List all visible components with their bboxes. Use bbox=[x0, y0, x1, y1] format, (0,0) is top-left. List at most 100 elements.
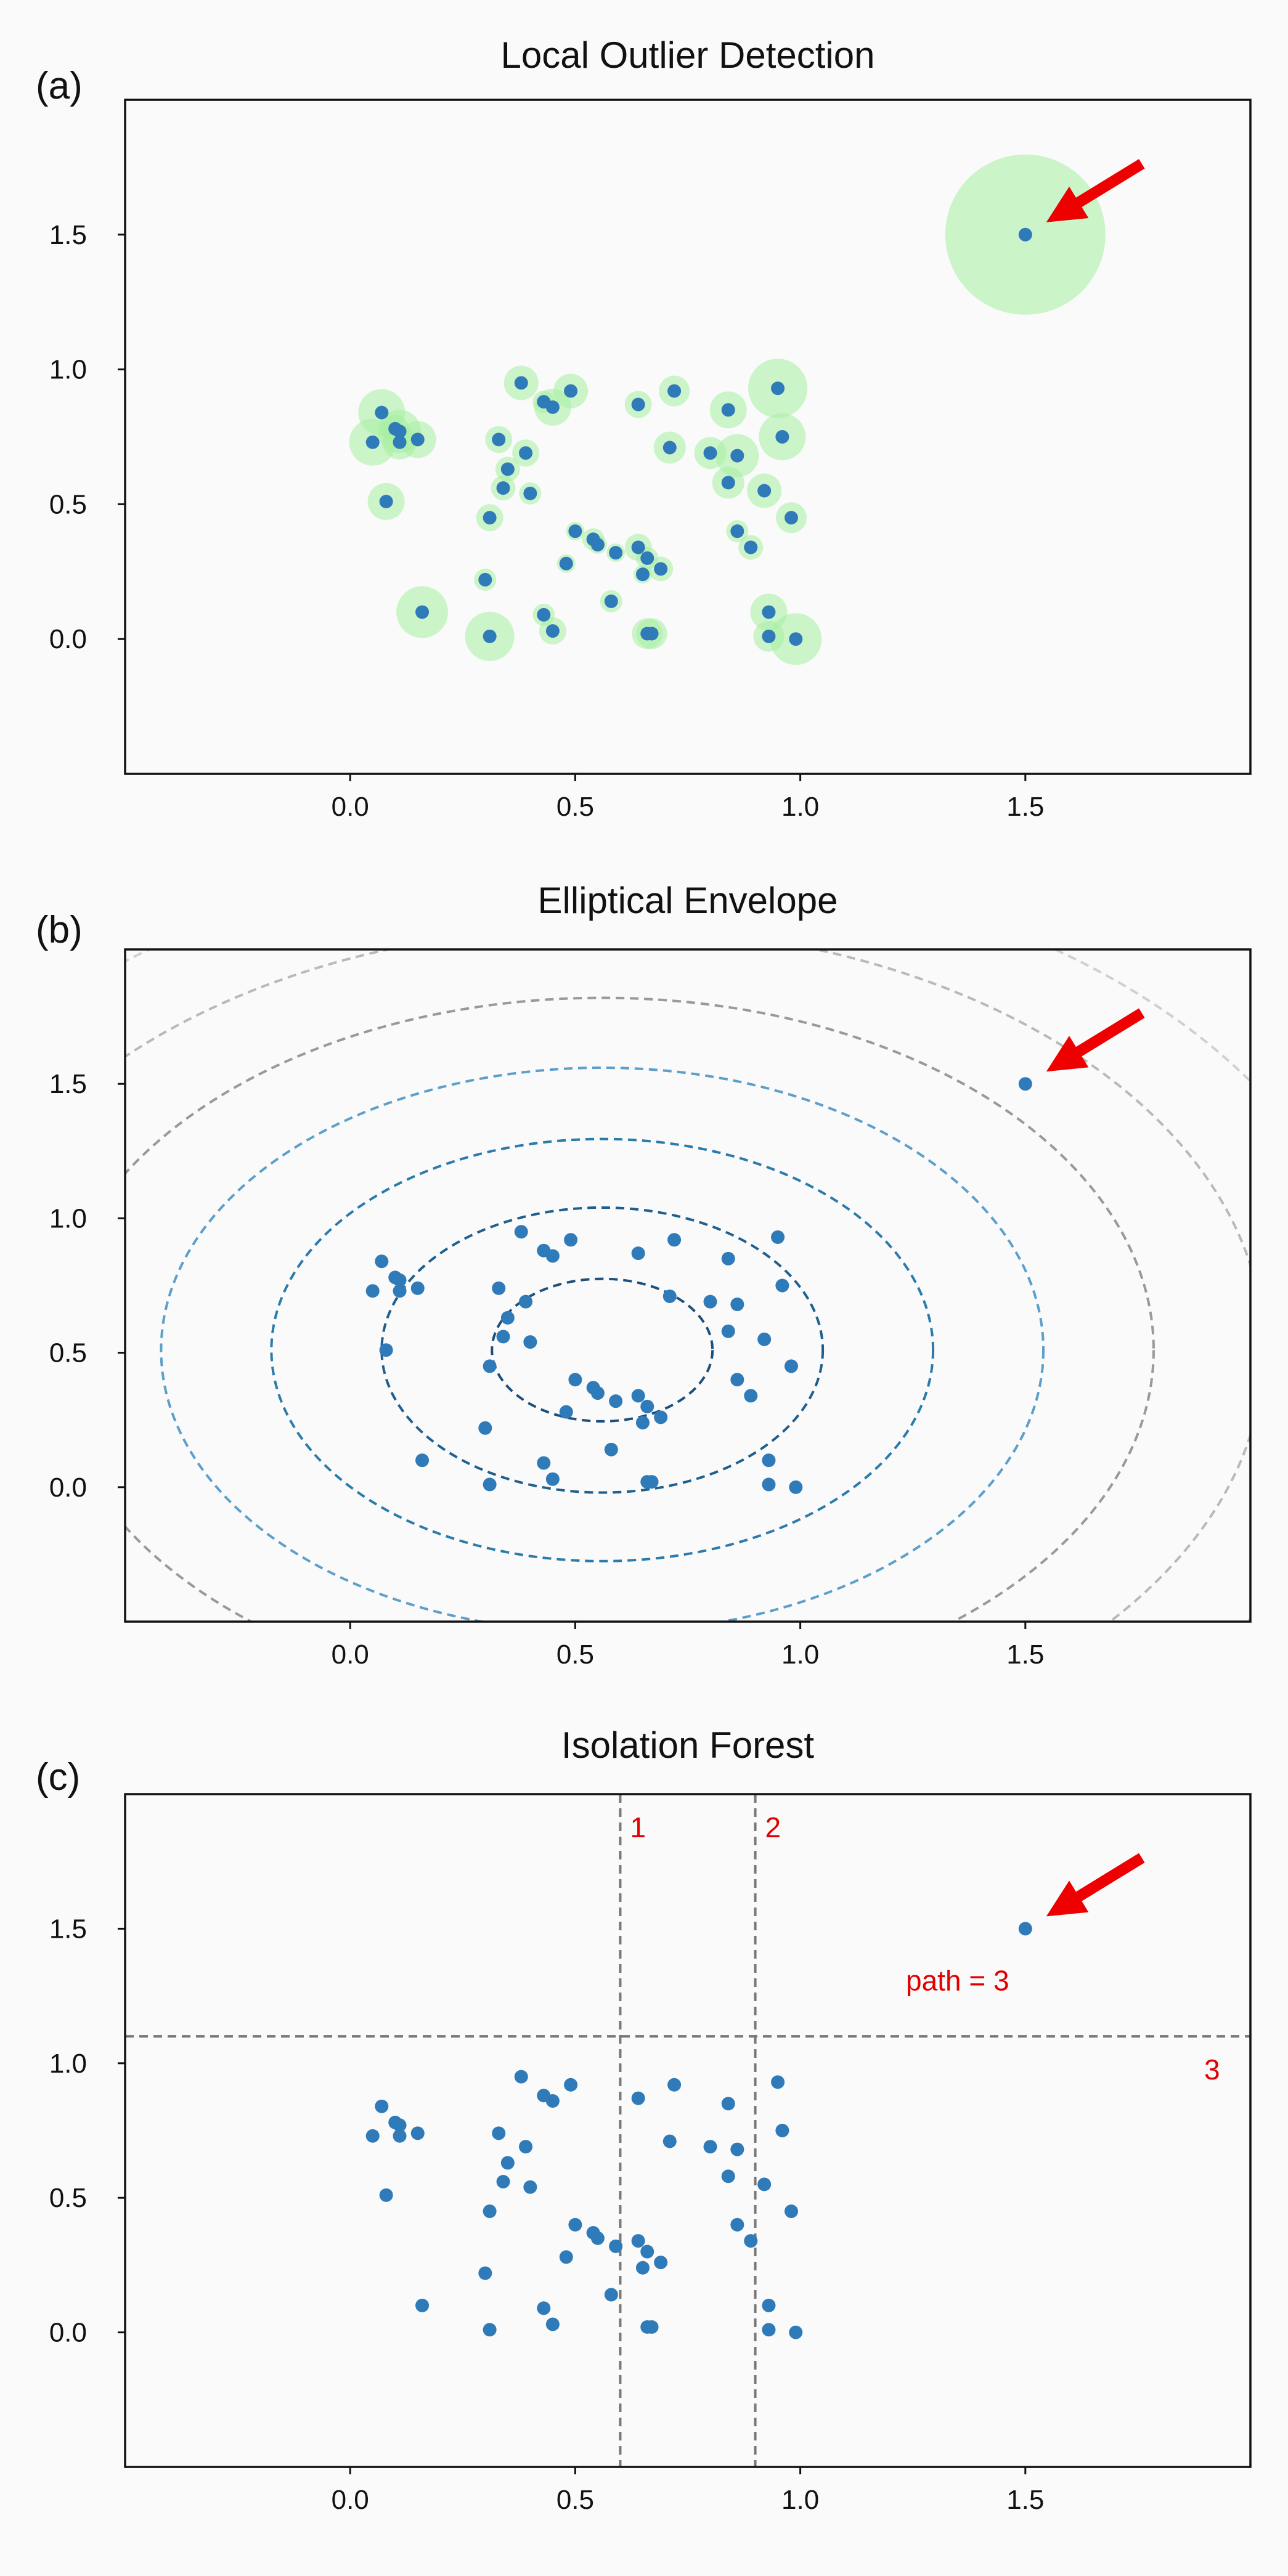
panel-label: (a) bbox=[36, 65, 83, 107]
data-point bbox=[537, 1456, 551, 1470]
data-point bbox=[496, 2174, 510, 2188]
data-point bbox=[784, 2204, 798, 2219]
data-point bbox=[365, 2129, 380, 2143]
x-tick-label: 0.5 bbox=[556, 2485, 594, 2515]
data-point bbox=[415, 605, 430, 619]
data-point bbox=[568, 2217, 582, 2232]
data-point bbox=[762, 1453, 776, 1468]
data-point bbox=[393, 2118, 407, 2132]
data-point bbox=[537, 2301, 551, 2315]
data-point bbox=[744, 2234, 758, 2248]
data-point bbox=[645, 2320, 659, 2334]
data-point bbox=[478, 2266, 492, 2280]
data-point bbox=[635, 1416, 650, 1430]
data-point bbox=[590, 538, 605, 552]
data-point bbox=[730, 1298, 744, 1312]
panel-c: Isolation Forest (c) 1 2 3 path = 3 0.0 0.5 1.0 1… bbox=[36, 1725, 1252, 2515]
data-point bbox=[654, 1410, 668, 1424]
data-point bbox=[379, 495, 393, 509]
data-point bbox=[757, 2177, 772, 2192]
data-point bbox=[631, 1246, 645, 1261]
data-point bbox=[703, 1294, 717, 1309]
data-point bbox=[1018, 227, 1032, 242]
data-point bbox=[559, 1405, 573, 1419]
data-point bbox=[514, 1225, 528, 1239]
panel-a: Local Outlier Detection (a) 0.0 0.5 1.0 1.5 0.… bbox=[36, 35, 1252, 822]
y-tick-label: 1.5 bbox=[49, 220, 87, 250]
data-point bbox=[590, 2231, 605, 2245]
data-point bbox=[775, 2124, 789, 2137]
x-tick-label: 0.0 bbox=[332, 792, 369, 822]
data-point bbox=[365, 435, 380, 449]
data-point bbox=[667, 1233, 682, 1247]
data-point bbox=[483, 1477, 497, 1492]
x-tick-label: 1.5 bbox=[1006, 792, 1044, 822]
data-point bbox=[545, 2317, 560, 2331]
data-point bbox=[662, 1289, 677, 1303]
outlier-arrow bbox=[1046, 1008, 1145, 1072]
data-point bbox=[365, 1284, 380, 1298]
data-point bbox=[762, 2323, 776, 2337]
data-point bbox=[568, 1373, 582, 1387]
x-tick-label: 1.5 bbox=[1006, 2485, 1044, 2515]
data-point bbox=[609, 546, 623, 560]
panel-b: Elliptical Envelope (b) 0.0 0.5 1.0 1.5 0.0 0.5… bbox=[36, 880, 1252, 1670]
split-label: 1 bbox=[630, 1811, 646, 1843]
data-point bbox=[514, 376, 528, 390]
data-point bbox=[393, 425, 407, 439]
data-point bbox=[393, 1284, 407, 1298]
data-point bbox=[375, 405, 389, 420]
data-point bbox=[744, 1389, 758, 1403]
data-point bbox=[483, 1359, 497, 1373]
data-point bbox=[789, 632, 803, 646]
data-point bbox=[640, 2245, 654, 2259]
data-point bbox=[721, 2097, 735, 2111]
axes-frame bbox=[124, 99, 1252, 775]
y-tick-label: 0.5 bbox=[49, 489, 87, 519]
envelope-contour bbox=[380, 1206, 825, 1494]
data-point bbox=[492, 2126, 506, 2140]
data-point bbox=[483, 511, 497, 525]
data-point bbox=[523, 2180, 537, 2194]
data-point bbox=[609, 2239, 623, 2253]
data-point bbox=[789, 2325, 803, 2339]
data-point bbox=[410, 2126, 425, 2140]
split-label: 3 bbox=[1204, 2054, 1220, 2086]
y-tick-label: 0.0 bbox=[49, 2318, 87, 2348]
y-tick-label: 1.0 bbox=[49, 355, 87, 385]
data-point bbox=[379, 2188, 393, 2202]
data-point bbox=[519, 1294, 533, 1309]
split-label: 2 bbox=[765, 1811, 781, 1843]
data-point bbox=[393, 2129, 407, 2143]
envelope-contour bbox=[270, 1137, 935, 1562]
data-point bbox=[559, 2250, 573, 2264]
data-point bbox=[789, 1480, 803, 1494]
data-point bbox=[609, 1394, 623, 1408]
data-point bbox=[483, 2323, 497, 2337]
data-point bbox=[519, 446, 533, 460]
y-tick-label: 0.0 bbox=[49, 1473, 87, 1503]
plot-area bbox=[349, 154, 1106, 665]
data-point bbox=[410, 1281, 425, 1295]
data-point bbox=[784, 1359, 798, 1373]
data-point bbox=[631, 397, 645, 412]
data-point bbox=[721, 476, 735, 490]
data-point bbox=[645, 627, 659, 641]
data-point bbox=[559, 556, 573, 571]
x-tick-label: 0.0 bbox=[332, 1639, 369, 1670]
data-point bbox=[604, 2288, 618, 2302]
data-point bbox=[721, 1324, 735, 1338]
data-point bbox=[496, 1330, 510, 1344]
data-point bbox=[483, 629, 497, 643]
data-point bbox=[545, 1249, 560, 1263]
panel-label: (b) bbox=[36, 909, 83, 951]
data-point bbox=[564, 384, 578, 398]
data-point bbox=[703, 446, 717, 460]
data-point bbox=[545, 1472, 560, 1486]
data-point bbox=[662, 2134, 677, 2148]
data-point bbox=[730, 449, 744, 463]
plot-area bbox=[125, 949, 1250, 1622]
x-tick-label: 0.5 bbox=[556, 1639, 594, 1670]
data-point bbox=[635, 2261, 650, 2275]
